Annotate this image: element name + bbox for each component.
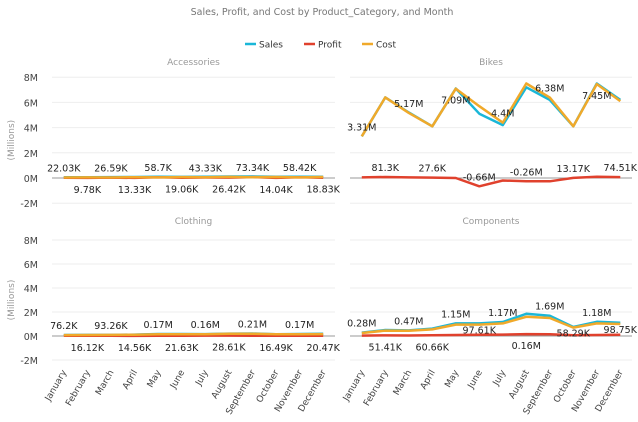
series-line-profit: [361, 332, 621, 337]
panel-bikes: Bikes 3.31M 81.3K 5.17M 27.6K 7.09M -0.66M 4.4M…: [347, 58, 638, 204]
data-label: 18.83K: [306, 185, 340, 196]
panel-components: Components 0.28M 51.41K 0.47M 60.66K 1.15M 97.…: [341, 217, 638, 417]
panel-title: Components: [463, 217, 520, 227]
data-label: 97.61K: [463, 326, 497, 337]
y-tick-label: 8M: [24, 236, 38, 247]
data-label: 1.15M: [441, 309, 470, 320]
data-label: 13.17K: [557, 164, 591, 175]
data-label: 76.2K: [50, 321, 78, 332]
y-tick-label: 0M: [24, 332, 38, 343]
data-label: 58.7K: [144, 163, 172, 174]
y-tick-label: 6M: [24, 98, 38, 109]
x-tick-label: June: [466, 368, 485, 391]
data-label: 60.66K: [416, 342, 450, 353]
data-label: 58.29K: [557, 329, 591, 340]
data-label: 6.38M: [535, 84, 564, 95]
panel-title: Bikes: [479, 58, 503, 68]
y-tick-label: -2M: [20, 199, 38, 210]
data-label: 81.3K: [372, 163, 400, 174]
data-label: 9.78K: [74, 185, 102, 196]
data-label: 3.31M: [347, 122, 376, 133]
series-line-profit: [361, 175, 621, 188]
x-tick-label: January: [341, 368, 368, 404]
data-label: 26.59K: [94, 164, 128, 175]
x-tick-label: August: [507, 368, 532, 401]
data-label: -0.66M: [463, 172, 496, 183]
data-label: 19.06K: [165, 185, 199, 196]
panel-clothing: Clothing 8M 6M 4M 2M 0M -2M (Millions) 76.2K 16.1…: [7, 217, 341, 417]
data-label: 0.28M: [347, 319, 376, 330]
data-label: 74.51K: [604, 163, 638, 174]
data-label: 7.45M: [582, 91, 611, 102]
x-tick-label: July: [194, 368, 212, 388]
chart-title: Sales, Profit, and Cost by Product_Categ…: [191, 7, 454, 18]
legend-item-sales[interactable]: Sales: [245, 41, 283, 51]
x-tick-label: January: [43, 368, 70, 404]
series-line-cost: [63, 175, 324, 179]
data-label: 16.49K: [259, 343, 293, 354]
data-label: 4.4M: [491, 109, 514, 120]
data-label: 5.17M: [394, 99, 423, 110]
legend-label: Profit: [318, 41, 342, 51]
data-label: -0.26M: [510, 167, 543, 178]
y-tick-label: 8M: [24, 73, 38, 84]
data-label: 14.56K: [118, 343, 152, 354]
data-label: 7.09M: [441, 96, 470, 107]
legend-label: Cost: [376, 41, 396, 51]
data-label: 28.61K: [212, 343, 246, 354]
data-label: 1.18M: [582, 308, 611, 319]
data-label: 22.03K: [47, 164, 81, 175]
x-tick-label: March: [94, 369, 116, 398]
data-label: 0.47M: [394, 316, 423, 327]
data-label: 13.33K: [118, 185, 152, 196]
y-tick-label: 6M: [24, 260, 38, 271]
data-label: 0.21M: [238, 319, 267, 330]
x-tick-label: April: [419, 369, 438, 392]
x-tick-label: July: [491, 368, 509, 388]
y-tick-label: 0M: [24, 174, 38, 185]
x-tick-label: May: [443, 368, 461, 390]
y-axis-title: (Millions): [7, 280, 17, 321]
x-tick-label: April: [121, 369, 140, 392]
y-axis-title: (Millions): [7, 120, 17, 161]
y-tick-label: 2M: [24, 308, 38, 319]
data-label: 51.41K: [369, 342, 403, 353]
panel-title: Clothing: [175, 217, 212, 227]
legend-label: Sales: [259, 41, 283, 51]
legend-item-profit[interactable]: Profit: [304, 41, 342, 51]
x-tick-label: March: [392, 369, 414, 398]
data-label: 21.63K: [165, 343, 199, 354]
legend: Sales Profit Cost: [245, 41, 396, 51]
data-label: 98.75K: [604, 325, 638, 336]
data-label: 1.69M: [535, 302, 564, 313]
data-label: 93.26K: [94, 321, 128, 332]
legend-item-cost[interactable]: Cost: [362, 41, 396, 51]
series-line-cost: [360, 82, 622, 137]
y-tick-label: 4M: [24, 284, 38, 295]
x-tick-label: August: [210, 368, 235, 401]
data-label: 0.16M: [512, 341, 541, 352]
data-label: 0.17M: [285, 320, 314, 331]
series-line-cost: [63, 332, 324, 337]
y-tick-label: 4M: [24, 124, 38, 135]
data-label: 26.42K: [212, 185, 246, 196]
panel-accessories: Accessories 8M 6M 4M 2M 0M -2M (Millions) 22.03K…: [7, 58, 341, 210]
series-line-cost: [361, 315, 621, 335]
data-label: 0.16M: [191, 320, 220, 331]
data-label: 0.17M: [143, 320, 172, 331]
data-label: 27.6K: [419, 164, 447, 175]
panel-title: Accessories: [167, 58, 220, 68]
y-tick-label: -2M: [20, 356, 38, 367]
x-tick-label: June: [168, 368, 187, 391]
data-label: 14.04K: [259, 185, 293, 196]
data-label: 43.33K: [189, 163, 223, 174]
data-label: 16.12K: [71, 343, 105, 354]
data-label: 1.17M: [488, 308, 517, 319]
data-label: 73.34K: [236, 163, 270, 174]
data-label: 58.42K: [283, 163, 317, 174]
data-label: 20.47K: [306, 343, 340, 354]
x-tick-label: May: [146, 368, 164, 390]
y-tick-label: 2M: [24, 149, 38, 160]
